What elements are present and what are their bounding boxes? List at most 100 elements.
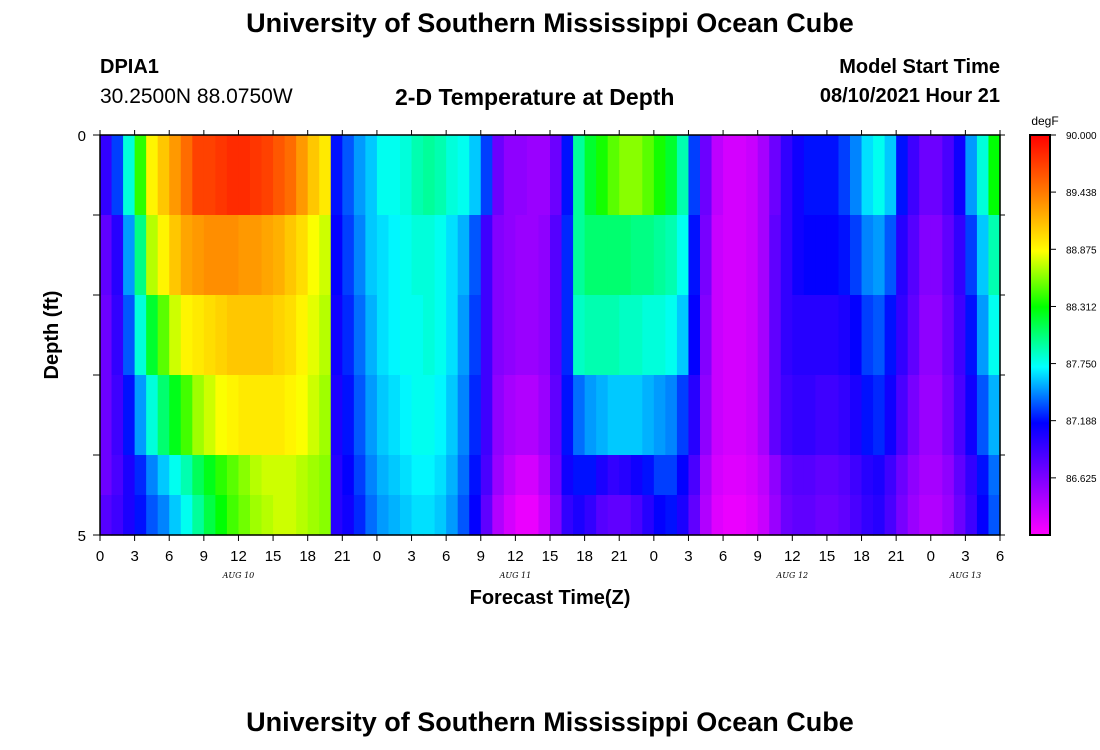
heatmap-cell [711, 135, 724, 216]
heatmap-cell [434, 495, 447, 536]
heatmap-cell [423, 215, 436, 296]
heatmap-cell [792, 375, 805, 456]
heatmap-cell [907, 135, 920, 216]
heatmap-cell [930, 375, 943, 456]
heatmap-cell [861, 375, 874, 456]
x-tick-label: 9 [477, 548, 485, 565]
heatmap-cell [850, 215, 863, 296]
heatmap-cell [723, 375, 736, 456]
heatmap-cell [826, 295, 840, 376]
heatmap-cell [665, 295, 678, 376]
heatmap-cell [976, 135, 990, 216]
heatmap-cell [792, 215, 805, 296]
heatmap-cell [330, 375, 343, 456]
heatmap-cell [838, 295, 851, 376]
heatmap-cell [907, 495, 920, 536]
date-label: AUG 13 [949, 571, 982, 580]
heatmap-cell [907, 375, 920, 456]
heatmap-cell [203, 215, 216, 296]
heatmap-cell [515, 375, 528, 456]
heatmap-cell [157, 215, 170, 296]
x-tick-label: 15 [819, 548, 836, 565]
heatmap-cell [630, 455, 643, 496]
heatmap-cell [919, 375, 932, 456]
heatmap-cell [884, 135, 897, 216]
heatmap-cell [123, 215, 136, 296]
heatmap-cell [630, 375, 643, 456]
heatmap-cell [803, 295, 816, 376]
heatmap-cell [157, 295, 170, 376]
colorbar-tick-label: 88.875 [1066, 245, 1097, 256]
heatmap-cell [896, 455, 909, 496]
colorbar-tick-label: 90.000 [1066, 131, 1097, 142]
heatmap-cell [526, 215, 540, 296]
heatmap-cell [723, 295, 736, 376]
heatmap-cell [826, 215, 840, 296]
heatmap-cell [469, 375, 482, 456]
heatmap-cell [192, 375, 205, 456]
heatmap-cell [192, 215, 205, 296]
heatmap-cell [353, 455, 366, 496]
heatmap-cell [157, 135, 170, 216]
heatmap-cell [769, 375, 782, 456]
heatmap-cell [746, 215, 759, 296]
heatmap-cell [100, 375, 113, 456]
heatmap-cell [734, 495, 747, 536]
heatmap-cell [111, 455, 124, 496]
heatmap-cell [146, 135, 159, 216]
heatmap-cell [919, 295, 932, 376]
heatmap-cell [226, 455, 240, 496]
x-tick-label: 6 [165, 548, 173, 565]
heatmap-cell [284, 135, 297, 216]
heatmap-cell [330, 135, 343, 216]
heatmap-cell [388, 135, 401, 216]
heatmap-cell [319, 295, 332, 376]
heatmap-cell [734, 295, 747, 376]
heatmap-cell [665, 215, 678, 296]
x-tick-label: 0 [650, 548, 658, 565]
heatmap-cell [503, 295, 516, 376]
heatmap-cell [619, 215, 632, 296]
heatmap-cell [353, 375, 366, 456]
heatmap-cell [815, 135, 828, 216]
heatmap-cell [157, 375, 170, 456]
heatmap-cell [180, 455, 193, 496]
x-tick-label: 3 [961, 548, 969, 565]
heatmap-cell [988, 135, 1001, 216]
heatmap-cell [561, 495, 574, 536]
heatmap-cell [884, 495, 897, 536]
colorbar-tick-label: 89.438 [1066, 188, 1097, 199]
heatmap-cell [250, 375, 263, 456]
heatmap-cell [296, 295, 309, 376]
heatmap-cell [330, 455, 343, 496]
heatmap-cell [573, 135, 586, 216]
heatmap-cell [203, 295, 216, 376]
heatmap-cell [700, 455, 713, 496]
heatmap-cell [411, 295, 424, 376]
heatmap-cell [584, 375, 597, 456]
heatmap-cell [607, 375, 620, 456]
heatmap-cell [919, 215, 932, 296]
heatmap-cell [469, 295, 482, 376]
heatmap-cell [619, 295, 632, 376]
heatmap-cell [261, 455, 274, 496]
heatmap-cell [480, 495, 493, 536]
heatmap-cell [526, 375, 540, 456]
heatmap-cell [411, 215, 424, 296]
heatmap-cell [873, 135, 886, 216]
heatmap-cell [480, 455, 493, 496]
heatmap-cell [619, 455, 632, 496]
heatmap-cell [457, 135, 470, 216]
heatmap-cell [342, 375, 355, 456]
heatmap-cell [503, 375, 516, 456]
heatmap-cell [423, 455, 436, 496]
heatmap-cell [342, 455, 355, 496]
heatmap-cell [838, 375, 851, 456]
heatmap-cell [538, 375, 551, 456]
heatmap-cell [307, 495, 320, 536]
heatmap-cell [111, 295, 124, 376]
heatmap-cell [376, 455, 390, 496]
y-tick-label: 5 [78, 528, 86, 545]
x-axis-label: Forecast Time(Z) [470, 587, 631, 609]
